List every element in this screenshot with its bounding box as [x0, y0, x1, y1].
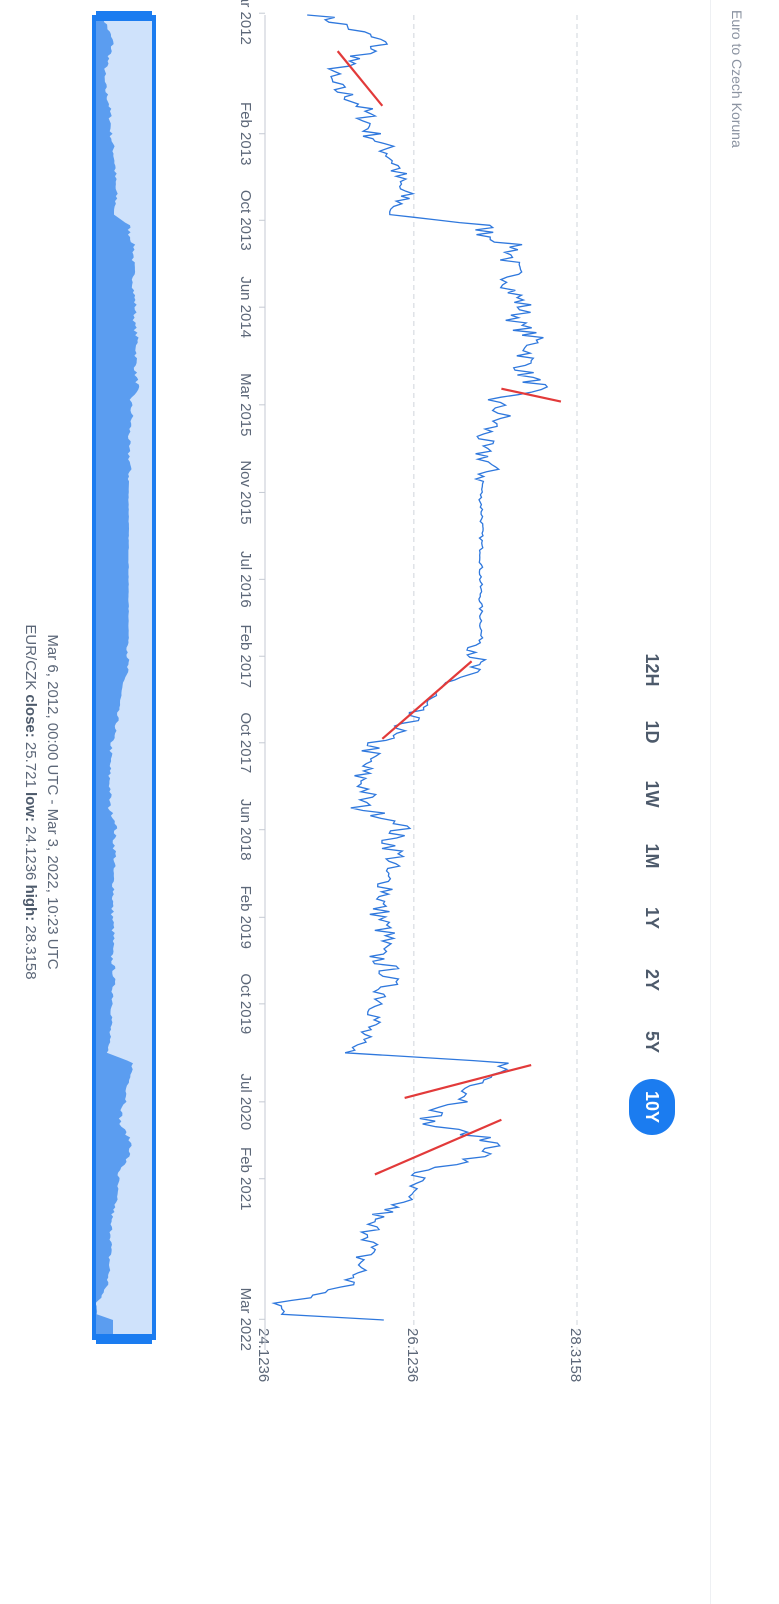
trend-line [501, 387, 562, 403]
low-value: 24.1236 [22, 826, 39, 881]
x-tick-label: Jul 2020 [237, 1073, 254, 1130]
navigator-left-handle[interactable] [96, 11, 152, 21]
x-tick-label: Oct 2013 [237, 190, 254, 251]
x-tick-label: Jun 2014 [237, 276, 254, 338]
y-tick-label: 24.1236 [255, 1328, 272, 1382]
navigator-area [94, 15, 140, 1340]
trend-line [404, 1063, 532, 1099]
x-tick-label: Feb 2021 [237, 1147, 254, 1210]
x-tick-label: Feb 2013 [237, 102, 254, 165]
low-label: low: [22, 791, 39, 822]
x-tick-label: Feb 2017 [237, 625, 254, 688]
stats-line: EUR/CZK close: 25.721 low: 24.1236 high:… [22, 0, 39, 1604]
period-text: Mar 6, 2012, 00:00 UTC - Mar 3, 2022, 10… [44, 634, 61, 970]
pair-label: EUR/CZK [22, 624, 39, 691]
close-value: 25.721 [22, 741, 39, 788]
navigator-outline [92, 15, 96, 1340]
x-tick-label: Oct 2017 [237, 712, 254, 773]
trend-line [374, 1118, 502, 1176]
trend-line [381, 660, 473, 740]
x-tick-label: Mar 2015 [237, 373, 254, 436]
x-tick-label: Jun 2018 [237, 799, 254, 861]
y-tick-label: 26.1236 [404, 1328, 421, 1382]
trend-line [336, 50, 384, 107]
high-label: high: [22, 884, 39, 922]
x-tick-label: Nov 2015 [237, 460, 254, 524]
y-tick-label: 28.3158 [567, 1328, 584, 1382]
price-series-line [271, 14, 549, 1321]
navigator-right-handle[interactable] [96, 1334, 152, 1344]
navigator-outline [152, 15, 156, 1340]
close-label: close: [22, 694, 39, 738]
x-tick-label: Oct 2019 [237, 973, 254, 1034]
x-tick-label: Mar 2022 [237, 1288, 254, 1351]
x-tick-label: Jul 2016 [237, 551, 254, 608]
x-tick-label: Feb 2019 [237, 886, 254, 949]
x-tick-label: Mar 2012 [237, 0, 254, 45]
high-value: 28.3158 [22, 925, 39, 980]
